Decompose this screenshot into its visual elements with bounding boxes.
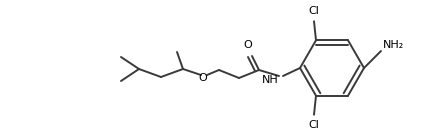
- Text: O: O: [198, 73, 207, 83]
- Text: Cl: Cl: [309, 6, 319, 16]
- Text: O: O: [243, 40, 252, 50]
- Text: NH: NH: [262, 75, 279, 85]
- Text: Cl: Cl: [309, 120, 319, 130]
- Text: NH₂: NH₂: [383, 40, 404, 50]
